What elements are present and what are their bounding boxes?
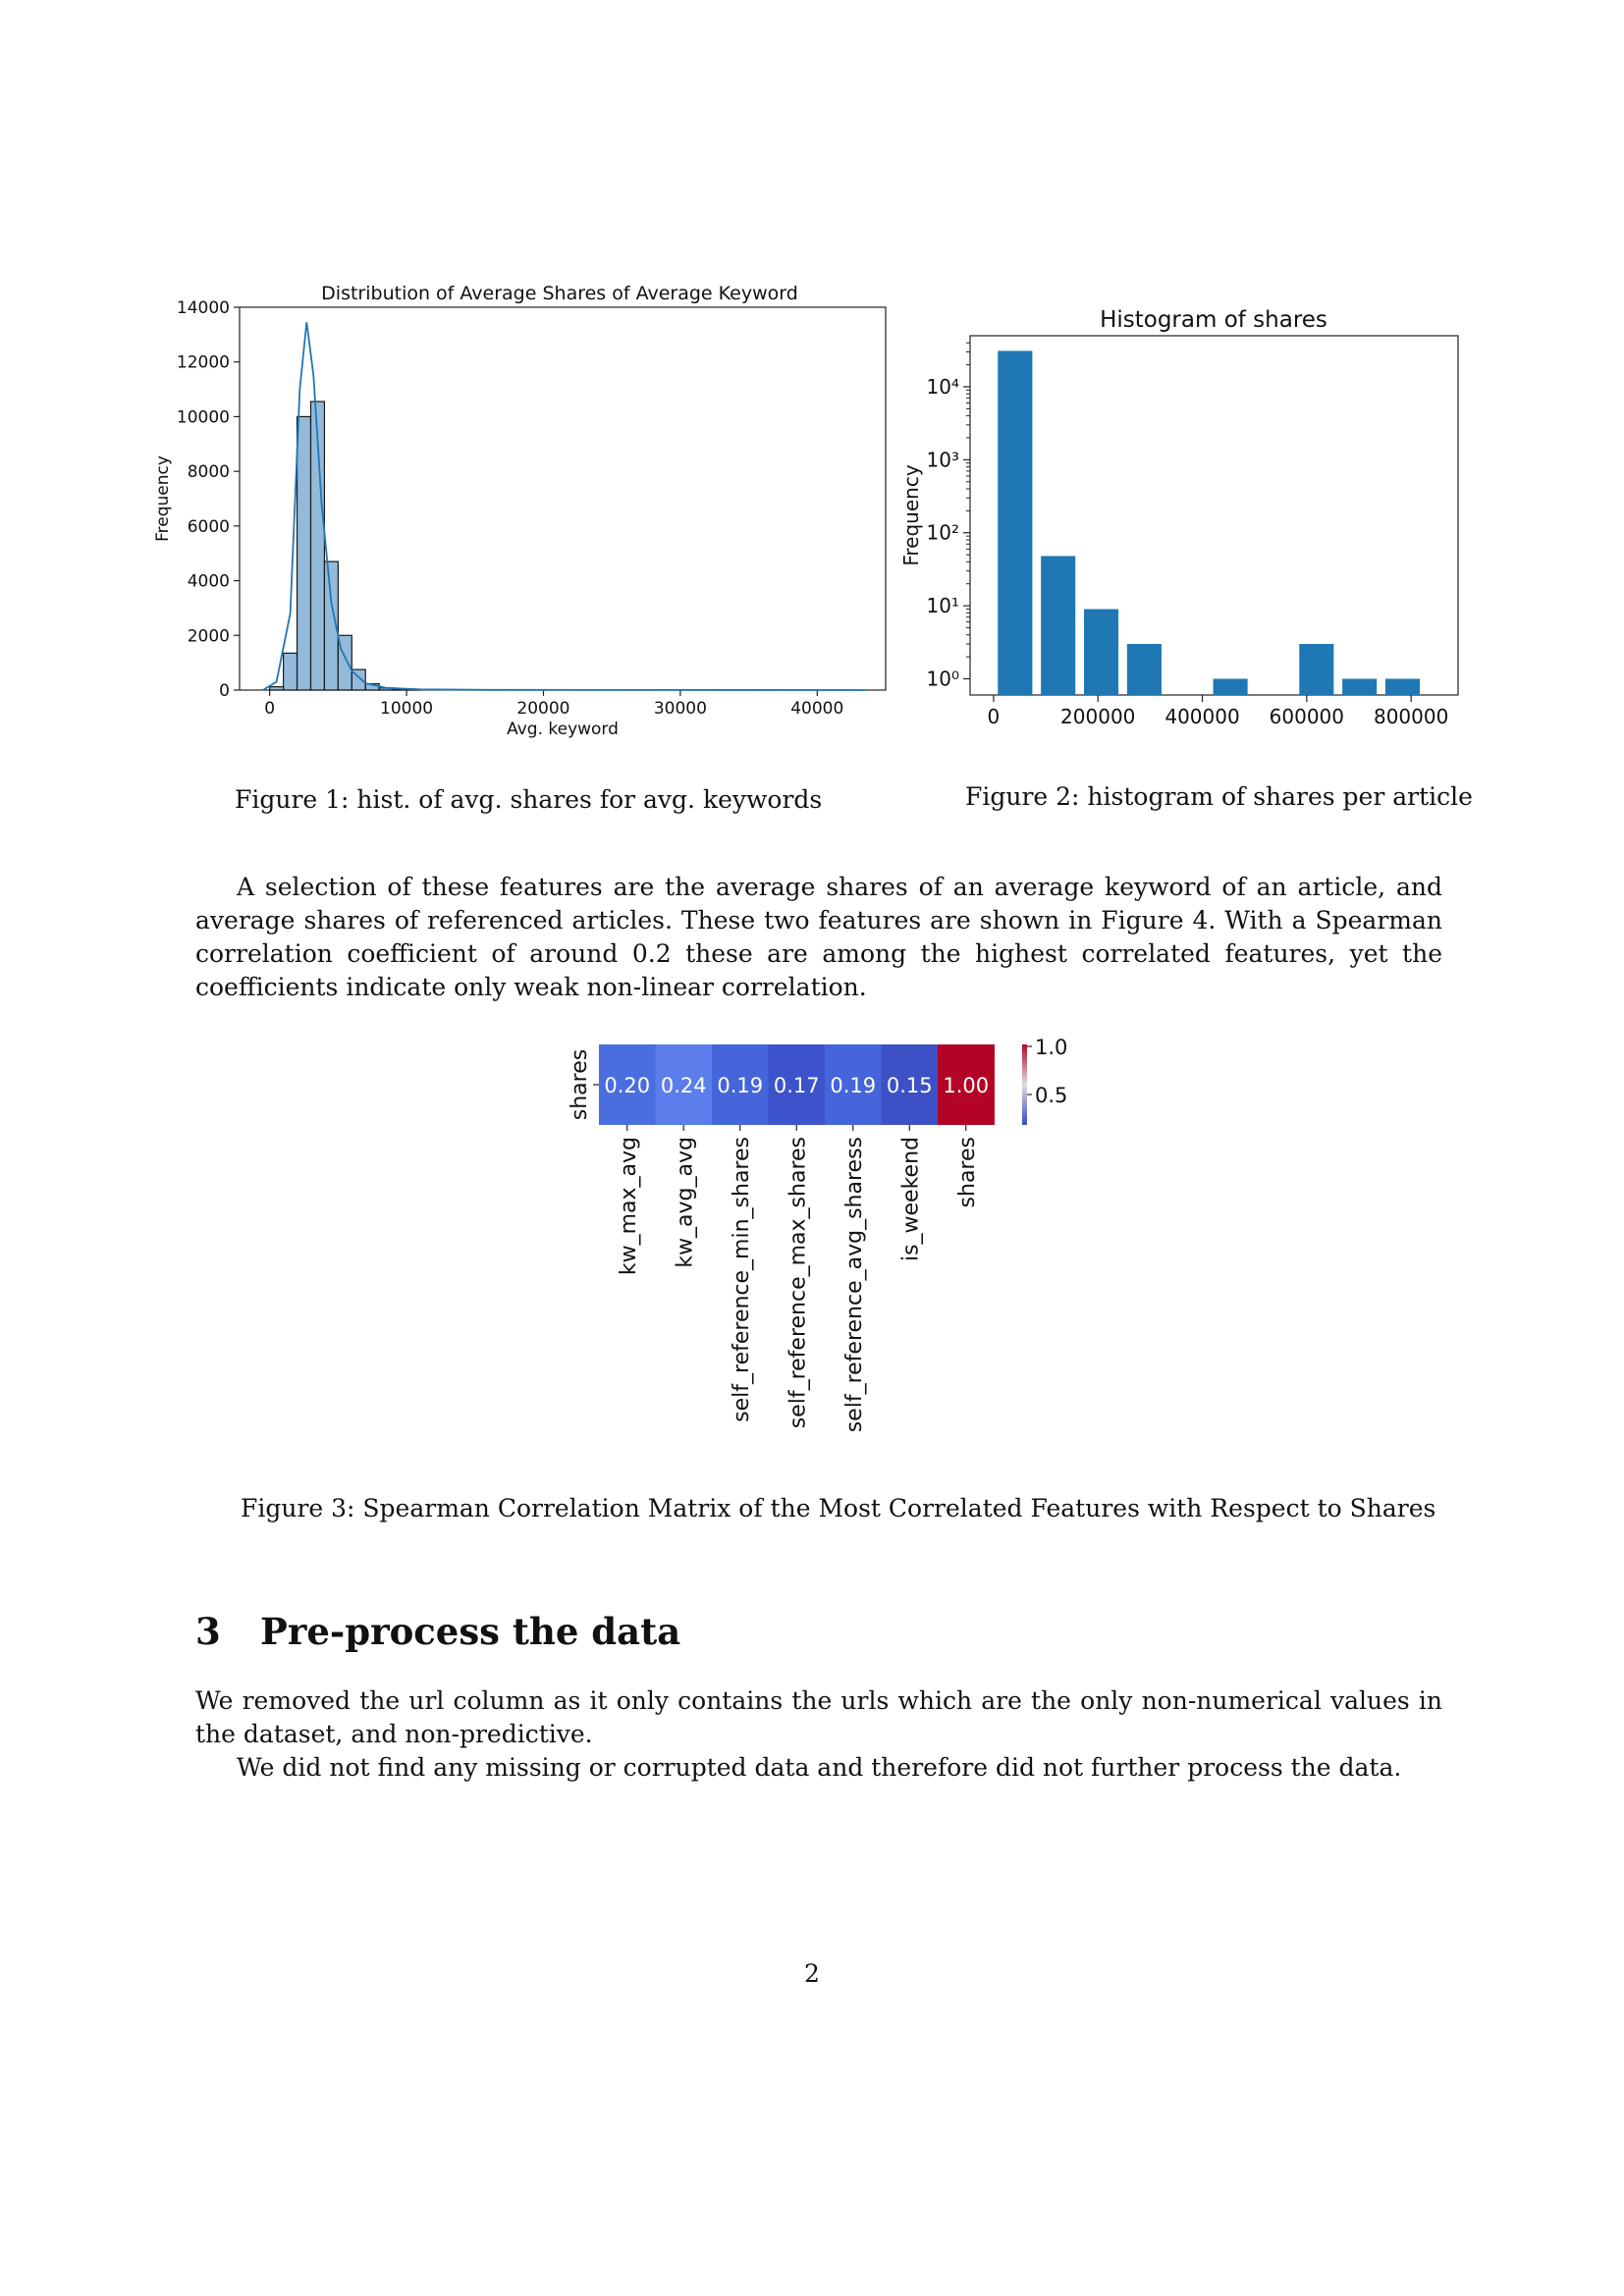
fig1-ytick-label: 8000 (188, 462, 230, 482)
fig1-ylabel: Frequency (153, 455, 173, 542)
heatmap-col-label: is_weekend (898, 1137, 923, 1261)
heatmap-cell (599, 1044, 656, 1125)
fig2-bar (1299, 644, 1334, 695)
fig2-bar (998, 350, 1033, 695)
fig2-ylabel: Frequency (899, 464, 923, 565)
fig2-ytick-label: 10² (927, 521, 959, 545)
fig2-bar (1342, 678, 1378, 695)
fig1-bar (296, 415, 312, 691)
section-title: Pre-process the data (260, 1610, 681, 1653)
fig1-ytick-label: 0 (219, 681, 230, 701)
fig1-ytick-label: 4000 (188, 572, 230, 592)
fig2-bar (1084, 609, 1119, 695)
heatmap-cell (655, 1044, 713, 1125)
heatmap-col-label: kw_max_avg (617, 1137, 641, 1275)
heatmap-cell (938, 1044, 995, 1125)
body-paragraph-1: A selection of these features are the av… (195, 873, 1442, 1001)
fig2-bars (998, 350, 1421, 695)
heatmap-col-label: shares (955, 1137, 980, 1207)
body-paragraph-2: We removed the url column as it only con… (195, 1686, 1442, 1748)
fig1-title: Distribution of Average Shares of Averag… (321, 283, 798, 304)
fig1-ytick-label: 6000 (188, 517, 230, 537)
heatmap-col-label: kw_avg_avg (673, 1137, 697, 1268)
fig1-bar (283, 652, 298, 691)
fig1-bar (323, 561, 339, 691)
heatmap-cell-value: 0.20 (604, 1074, 650, 1097)
fig1-ytick-label: 14000 (177, 298, 230, 318)
fig1-xtick-label: 30000 (654, 699, 707, 719)
fig2-bar (1384, 678, 1421, 695)
fig1-xtick-label: 0 (264, 699, 275, 719)
heatmap-cell (768, 1044, 826, 1125)
fig2-xtick-label: 200000 (1060, 705, 1135, 728)
heatmap-col-label: self_reference_avg_sharess (842, 1137, 867, 1432)
fig2-bar (1126, 644, 1162, 695)
fig2-ytick-label: 10⁴ (927, 375, 959, 399)
heatmap-cells: 0.20 0.24 0.19 0.17 0.19 0.15 1.00 (599, 1044, 995, 1125)
fig1-ytick-label: 12000 (177, 353, 230, 373)
fig2-xtick-label: 800000 (1374, 705, 1448, 728)
fig1-bars (269, 400, 421, 691)
heatmap-cell-value: 0.19 (830, 1074, 876, 1097)
figure-3-heatmap: shares 0.20 0.24 0.19 0.17 0.19 0.15 1.00 kw_m… (568, 1036, 1067, 1432)
heatmap-col-label: self_reference_max_shares (785, 1137, 810, 1428)
fig1-ytick-label: 10000 (177, 407, 230, 427)
fig1-xtick-label: 10000 (380, 699, 433, 719)
figure-3-caption: Figure 3: Spearman Correlation Matrix of… (241, 1494, 1436, 1522)
heatmap-cell-value: 0.15 (887, 1074, 933, 1097)
heatmap-cell-value: 0.17 (774, 1074, 820, 1097)
fig2-x-axis: 0 200000 400000 600000 800000 (988, 695, 1448, 728)
page-number: 2 (804, 1959, 820, 1988)
colorbar-label-1: 1.0 (1035, 1036, 1067, 1059)
figure-1-caption: Figure 1: hist. of avg. shares for avg. … (235, 785, 823, 814)
fig2-xtick-label: 400000 (1164, 705, 1239, 728)
heatmap-cell-value: 0.19 (717, 1074, 763, 1097)
heatmap-cell (825, 1044, 882, 1125)
fig1-y-axis: 0 2000 4000 6000 8000 10000 12000 14000 (177, 298, 240, 701)
figure-2-chart: Histogram of shares 10⁰ 10¹ 10² 10³ 10⁴ 0 200… (899, 307, 1459, 728)
fig2-ytick-label: 10⁰ (927, 667, 959, 690)
colorbar (1022, 1044, 1027, 1125)
fig2-xtick-label: 0 (988, 705, 1001, 728)
heatmap-cell (712, 1044, 769, 1125)
fig1-bar (309, 400, 326, 691)
fig2-ytick-label: 10¹ (927, 594, 959, 617)
fig1-xtick-label: 40000 (790, 699, 843, 719)
fig2-bar (1213, 678, 1248, 695)
fig1-bar (269, 686, 285, 691)
heatmap-col-label: self_reference_min_shares (730, 1137, 754, 1422)
fig1-ytick-label: 2000 (188, 626, 230, 646)
fig2-xtick-label: 600000 (1270, 705, 1344, 728)
fig2-ytick-label: 10³ (927, 448, 959, 471)
section-heading: 3 Pre-process the data (195, 1610, 680, 1653)
fig2-title: Histogram of shares (1100, 307, 1327, 333)
fig1-xtick-label: 20000 (516, 699, 569, 719)
heatmap-cell-value: 0.24 (661, 1074, 707, 1097)
figure-2-caption: Figure 2: histogram of shares per articl… (965, 782, 1473, 811)
section-number: 3 (195, 1610, 221, 1653)
fig1-x-axis: 0 10000 20000 30000 40000 (264, 690, 843, 719)
fig2-y-axis: 10⁰ 10¹ 10² 10³ 10⁴ (927, 342, 970, 690)
heatmap-cell-value: 1.00 (943, 1074, 989, 1097)
fig1-kde-line (262, 322, 866, 691)
heatmap-row-label: shares (568, 1049, 592, 1120)
fig1-xlabel: Avg. keyword (507, 720, 619, 739)
fig2-bar (1041, 556, 1076, 695)
heatmap-cell (881, 1044, 939, 1125)
colorbar-label-2: 0.5 (1035, 1084, 1067, 1107)
heatmap-column-labels: kw_max_avg kw_avg_avg self_reference_min_s… (617, 1125, 980, 1432)
body-paragraph-3: We did not find any missing or corrupted… (237, 1753, 1402, 1782)
figure-1-chart: Distribution of Average Shares of Averag… (153, 283, 887, 739)
